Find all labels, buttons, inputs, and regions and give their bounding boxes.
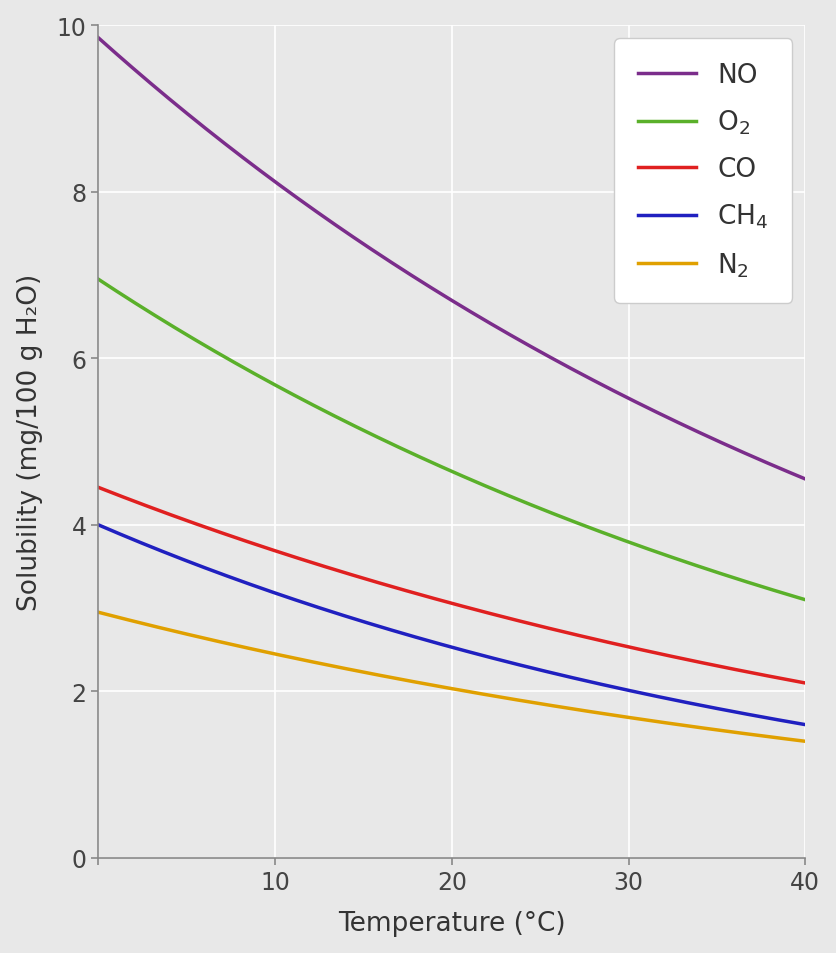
Legend: NO, O$_2$, CO, CH$_4$, N$_2$: NO, O$_2$, CO, CH$_4$, N$_2$ (614, 39, 791, 303)
X-axis label: Temperature (°C): Temperature (°C) (338, 910, 565, 937)
Y-axis label: Solubility (mg/100 g H₂O): Solubility (mg/100 g H₂O) (17, 274, 43, 611)
